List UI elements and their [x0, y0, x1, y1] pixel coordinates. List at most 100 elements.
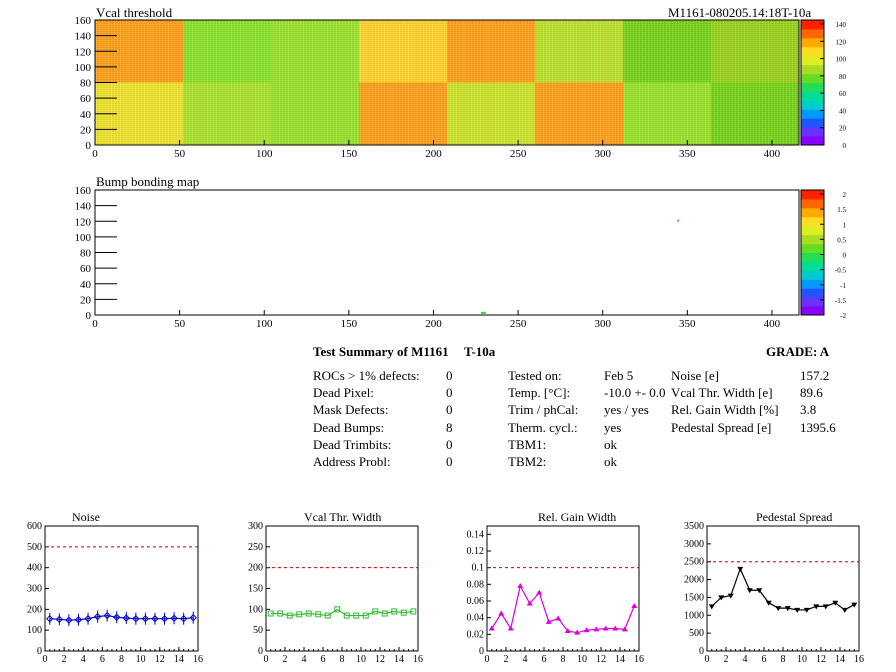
data-point: [545, 618, 552, 624]
grade: GRADE: A: [766, 344, 830, 359]
summary-mid-label: Tested on:: [508, 368, 562, 383]
chart-title: Pedestal Spread: [756, 510, 832, 524]
series-line: [49, 614, 194, 621]
series-line: [491, 584, 635, 634]
x-tick-label: 6: [542, 654, 547, 665]
data-point: [526, 600, 533, 606]
y-tick-label: 0.14: [467, 529, 485, 540]
x-tick-label: 50: [174, 148, 186, 160]
x-tick-label: 350: [679, 318, 696, 330]
data-point: [737, 566, 744, 572]
summary-right-label: Noise [e]: [671, 368, 720, 383]
x-tick-label: 4: [81, 654, 86, 665]
palette-label: 80: [839, 73, 847, 81]
x-tick-label: 12: [155, 654, 165, 665]
x-tick-label: 0: [43, 654, 48, 665]
x-tick-label: 150: [341, 148, 358, 160]
y-tick-label: 600: [27, 521, 42, 532]
x-tick-label: 0: [485, 654, 490, 665]
y-tick-label: 60: [80, 93, 92, 105]
summary-right-value: 1395.6: [800, 419, 836, 435]
summary-mid-label: TBM2:: [508, 454, 547, 469]
summary-left-label: ROCs > 1% defects:: [313, 368, 420, 383]
y-tick-label: 120: [75, 46, 92, 58]
summary-left-label: Dead Pixel:: [313, 385, 375, 401]
y-tick-label: 140: [75, 31, 92, 43]
x-tick-label: 300: [594, 148, 611, 160]
y-tick-label: 0.02: [467, 629, 485, 640]
x-tick-label: 150: [341, 318, 358, 330]
y-tick-label: 0: [258, 646, 263, 657]
summary-title: Test Summary of M1161: [313, 344, 449, 359]
data-point: [296, 611, 303, 618]
data-point: [832, 600, 839, 606]
summary-right-label: Vcal Thr. Width [e]: [671, 385, 773, 401]
x-tick-label: 400: [764, 318, 781, 330]
y-tick-label: 100: [75, 232, 92, 244]
summary-mid-value: yes: [604, 419, 622, 435]
data-point: [315, 611, 322, 618]
summary-right-label: Rel. Gain Width [%]: [671, 402, 779, 418]
x-tick-label: 6: [100, 654, 105, 665]
data-point: [507, 625, 514, 631]
x-tick-label: 12: [816, 654, 826, 665]
data-point: [803, 607, 810, 613]
x-tick-label: 2: [504, 654, 509, 665]
summary-right-value: 157.2: [800, 368, 830, 383]
data-point: [727, 593, 734, 599]
x-tick-label: 0: [705, 654, 710, 665]
data-point: [564, 628, 571, 633]
x-tick-label: 4: [302, 654, 307, 665]
data-point: [765, 600, 772, 606]
chart-title: Vcal Thr. Width: [304, 510, 381, 524]
x-tick-label: 14: [615, 654, 625, 665]
summary-mid-label: Temp. [°C]:: [508, 385, 571, 401]
data-point: [517, 583, 524, 588]
x-tick-label: 16: [413, 654, 423, 665]
x-tick-label: 400: [764, 148, 781, 160]
palette-label: 1: [843, 221, 847, 229]
summary-right-value: 3.8: [800, 402, 817, 418]
series-line: [711, 567, 855, 611]
palette-label: 100: [836, 56, 847, 64]
data-point: [498, 610, 505, 616]
x-tick-label: 250: [510, 318, 527, 330]
data-point: [353, 612, 360, 619]
y-tick-label: 80: [80, 78, 92, 90]
y-tick-label: 200: [248, 563, 263, 574]
palette-label: 0.5: [837, 236, 846, 244]
y-tick-label: 60: [80, 263, 92, 275]
data-point: [813, 604, 820, 610]
palette-label: 0: [843, 142, 847, 150]
y-tick-label: 50: [253, 625, 263, 636]
summary-left-label: Dead Trimbits:: [313, 436, 392, 452]
palette-label: 20: [839, 125, 847, 133]
y-tick-label: 160: [75, 15, 92, 27]
x-tick-label: 14: [835, 654, 845, 665]
data-point: [324, 612, 331, 619]
x-tick-label: 2: [724, 654, 729, 665]
data-point: [612, 625, 619, 631]
y-tick-label: 0: [699, 646, 704, 657]
chart-2: Rel. Gain Width 0 2 4 6 8 10 12 14 16 0 0.02 0.04 0.0…: [467, 510, 645, 665]
data-point: [631, 603, 638, 608]
palette-label: 120: [836, 38, 847, 46]
x-tick-label: 12: [375, 654, 385, 665]
y-tick-label: 100: [27, 625, 42, 636]
y-tick-label: 2000: [684, 575, 704, 586]
x-tick-label: 4: [743, 654, 748, 665]
x-tick-label: 2: [62, 654, 67, 665]
y-tick-label: 100: [248, 604, 263, 615]
x-tick-label: 0: [92, 148, 98, 160]
data-point: [841, 607, 848, 613]
summary-left-label: Dead Bumps:: [313, 419, 385, 435]
y-tick-label: 300: [248, 521, 263, 532]
y-tick-label: 200: [27, 604, 42, 615]
y-tick-label: 1500: [684, 592, 704, 603]
x-tick-label: 8: [340, 654, 345, 665]
palette-label: -2: [840, 312, 846, 320]
chart-title: Rel. Gain Width: [538, 510, 616, 524]
x-tick-label: 10: [577, 654, 587, 665]
y-tick-label: 40: [80, 279, 92, 291]
y-tick-label: 400: [27, 563, 42, 574]
